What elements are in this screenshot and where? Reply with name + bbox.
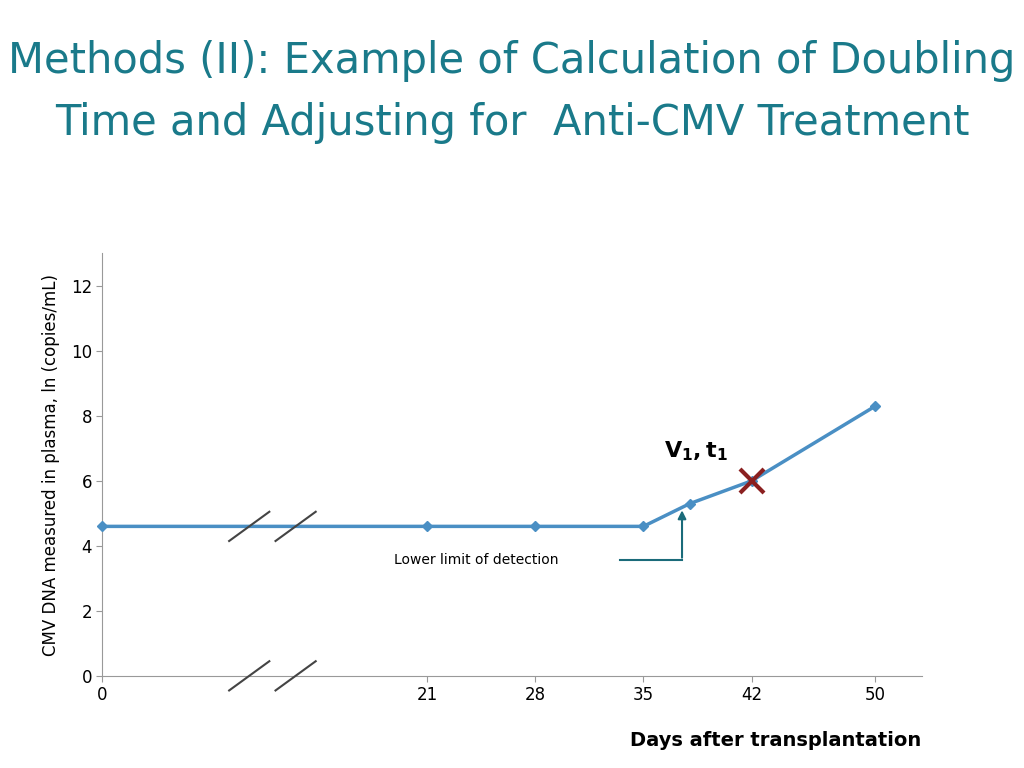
Y-axis label: CMV DNA measured in plasma, ln (copies/mL): CMV DNA measured in plasma, ln (copies/m…	[42, 273, 59, 656]
Text: Time and Adjusting for  Anti-CMV Treatment: Time and Adjusting for Anti-CMV Treatmen…	[54, 102, 970, 144]
Text: Days after transplantation: Days after transplantation	[631, 731, 922, 750]
Text: Lower limit of detection: Lower limit of detection	[394, 554, 558, 568]
Text: Methods (II): Example of Calculation of Doubling: Methods (II): Example of Calculation of …	[8, 41, 1016, 82]
Text: $\mathbf{V_1,t_1}$: $\mathbf{V_1,t_1}$	[665, 439, 728, 463]
